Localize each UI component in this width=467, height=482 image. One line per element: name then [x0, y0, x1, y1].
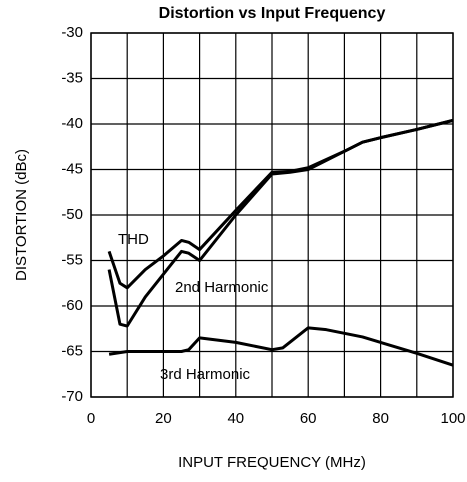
x-axis-label: INPUT FREQUENCY (MHz) — [178, 454, 366, 471]
x-tick-label: 20 — [155, 410, 172, 427]
series-label: 3rd Harmonic — [160, 366, 251, 383]
series-label: THD — [118, 231, 149, 248]
series-line — [107, 118, 454, 290]
y-tick-label: -30 — [61, 24, 83, 41]
chart-title: Distortion vs Input Frequency — [159, 5, 386, 22]
y-tick-label: -35 — [61, 69, 83, 86]
y-tick-label: -65 — [61, 342, 83, 359]
y-tick-label: -60 — [61, 297, 83, 314]
y-axis-label: DISTORTION (dBc) — [13, 149, 30, 281]
series-line — [108, 326, 454, 367]
y-tick-label: -70 — [61, 388, 83, 405]
y-tick-label: -40 — [61, 115, 83, 132]
series-line — [107, 118, 454, 328]
x-tick-label: 60 — [300, 410, 317, 427]
x-tick-label: 100 — [440, 410, 465, 427]
y-tick-label: -55 — [61, 251, 83, 268]
x-tick-label: 0 — [87, 410, 95, 427]
series-label: 2nd Harmonic — [175, 279, 269, 296]
y-tick-label: -50 — [61, 206, 83, 223]
x-tick-label: 40 — [227, 410, 244, 427]
y-tick-label: -45 — [61, 160, 83, 177]
x-tick-label: 80 — [372, 410, 389, 427]
